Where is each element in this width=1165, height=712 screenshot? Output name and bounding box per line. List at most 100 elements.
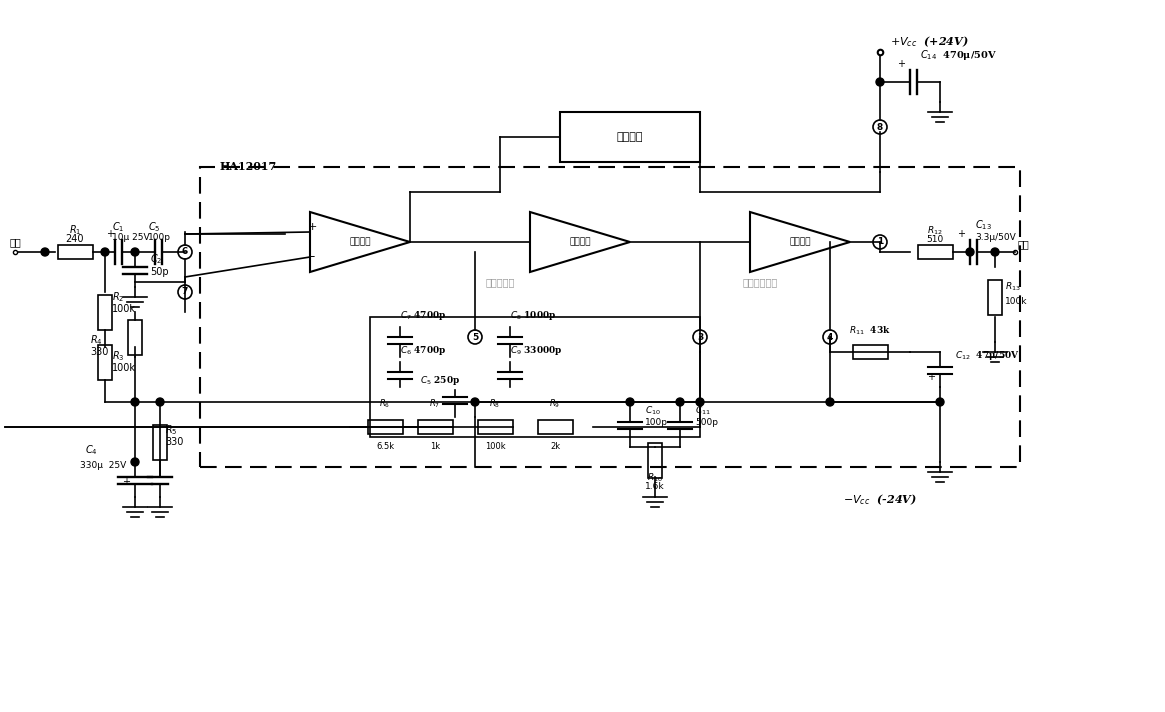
Text: 1.6k: 1.6k <box>645 482 665 491</box>
Text: $R_1$: $R_1$ <box>69 223 82 237</box>
Text: 输出: 输出 <box>1018 239 1030 249</box>
Text: $R_5$: $R_5$ <box>165 423 177 437</box>
Text: –: – <box>309 251 315 263</box>
Circle shape <box>935 398 944 406</box>
Text: 6: 6 <box>182 248 188 256</box>
Circle shape <box>966 248 974 256</box>
Text: $C_5$ 250p: $C_5$ 250p <box>421 374 460 387</box>
Text: $C_9$ 33000p: $C_9$ 33000p <box>510 344 563 357</box>
Text: 6.5k: 6.5k <box>376 442 394 451</box>
Circle shape <box>696 398 704 406</box>
Text: 偏压供电: 偏压供电 <box>616 132 643 142</box>
Text: 输入放大: 输入放大 <box>350 238 370 246</box>
Circle shape <box>101 248 110 256</box>
Circle shape <box>826 398 834 406</box>
Text: 330μ  25V: 330μ 25V <box>80 461 126 470</box>
Text: $C_{13}$: $C_{13}$ <box>975 218 991 232</box>
Text: 100k: 100k <box>112 304 136 314</box>
Bar <box>370 317 700 437</box>
Text: +: + <box>897 59 905 69</box>
Text: 510: 510 <box>926 235 944 244</box>
Text: $C_7$ 4700p: $C_7$ 4700p <box>400 309 446 322</box>
Circle shape <box>156 398 164 406</box>
Text: 100k: 100k <box>112 363 136 373</box>
Bar <box>367 420 402 434</box>
Text: $R_8$: $R_8$ <box>489 397 501 410</box>
Text: $C_2$: $C_2$ <box>150 252 162 266</box>
Text: $R_{12}$: $R_{12}$ <box>927 224 942 237</box>
Text: 输出放大: 输出放大 <box>789 238 811 246</box>
Text: 电压放大: 电压放大 <box>570 238 591 246</box>
Text: $R_{10}$: $R_{10}$ <box>647 472 663 484</box>
Text: $C_{10}$: $C_{10}$ <box>645 404 661 417</box>
Text: 100p: 100p <box>148 233 171 242</box>
Bar <box>560 112 700 162</box>
Text: $R_{11}$  43k: $R_{11}$ 43k <box>849 325 891 337</box>
Bar <box>417 420 452 434</box>
Text: $C_{11}$: $C_{11}$ <box>696 404 711 417</box>
Text: $R_7$: $R_7$ <box>430 397 440 410</box>
Text: 7: 7 <box>182 288 189 296</box>
Text: 2k: 2k <box>550 442 560 451</box>
Text: 100k: 100k <box>485 442 506 451</box>
Bar <box>853 345 888 359</box>
Text: 240: 240 <box>65 234 84 244</box>
Text: 10μ 25V: 10μ 25V <box>112 233 149 242</box>
Text: 100k: 100k <box>1005 298 1028 306</box>
Text: 1k: 1k <box>430 442 440 451</box>
Bar <box>648 442 662 478</box>
Text: 8: 8 <box>877 122 883 132</box>
Text: 100p: 100p <box>645 418 668 427</box>
Circle shape <box>130 248 139 256</box>
Bar <box>537 420 572 434</box>
Text: $R_4$: $R_4$ <box>90 333 103 347</box>
Bar <box>988 280 1002 315</box>
Circle shape <box>876 78 884 86</box>
Bar <box>98 345 112 379</box>
Text: 宽带放大器: 宽带放大器 <box>486 277 515 287</box>
Text: $C_8$ 1000p: $C_8$ 1000p <box>510 309 557 322</box>
Text: 50p: 50p <box>150 267 169 277</box>
Circle shape <box>130 458 139 466</box>
Bar <box>153 424 167 459</box>
Text: 低噪声放大器: 低噪声放大器 <box>742 277 777 287</box>
Circle shape <box>41 248 49 256</box>
Text: $C_6$ 4700p: $C_6$ 4700p <box>400 344 446 357</box>
Circle shape <box>471 398 479 406</box>
Text: 1: 1 <box>877 238 883 246</box>
Text: +: + <box>122 477 130 487</box>
Text: $C_{12}$  47μ/50V: $C_{12}$ 47μ/50V <box>955 349 1019 362</box>
Text: +: + <box>956 229 965 239</box>
Circle shape <box>991 248 1000 256</box>
Text: $C_5$: $C_5$ <box>148 220 161 234</box>
Circle shape <box>626 398 634 406</box>
Text: $C_{14}$  470μ/50V: $C_{14}$ 470μ/50V <box>920 48 997 62</box>
Text: +: + <box>927 372 935 382</box>
Text: +: + <box>308 222 317 232</box>
Text: 3.3μ/50V: 3.3μ/50V <box>975 233 1016 242</box>
Text: $R_6$: $R_6$ <box>380 397 390 410</box>
Text: 5: 5 <box>472 333 478 342</box>
Text: 330: 330 <box>165 437 183 447</box>
Text: $R_9$: $R_9$ <box>550 397 560 410</box>
Text: $+V_{cc}$  (+24V): $+V_{cc}$ (+24V) <box>890 35 969 49</box>
Text: 330: 330 <box>90 347 108 357</box>
Text: $C_1$: $C_1$ <box>112 220 125 234</box>
Text: 3: 3 <box>697 333 704 342</box>
Text: 500p: 500p <box>696 418 718 427</box>
Text: $-V_{cc}$  (-24V): $-V_{cc}$ (-24V) <box>843 492 917 507</box>
Circle shape <box>676 398 684 406</box>
Text: $R_{13}$: $R_{13}$ <box>1005 281 1021 293</box>
Bar <box>200 167 1021 467</box>
Bar <box>98 295 112 330</box>
Bar <box>128 320 142 355</box>
Text: 4: 4 <box>827 333 833 342</box>
Circle shape <box>130 398 139 406</box>
Text: 输入: 输入 <box>9 237 21 247</box>
Text: $R_2$: $R_2$ <box>112 290 125 304</box>
Text: $R_3$: $R_3$ <box>112 349 125 363</box>
Bar <box>57 245 92 259</box>
Text: $C_4$: $C_4$ <box>85 443 98 457</box>
Text: HA12017: HA12017 <box>220 161 277 172</box>
Text: +: + <box>106 229 114 239</box>
